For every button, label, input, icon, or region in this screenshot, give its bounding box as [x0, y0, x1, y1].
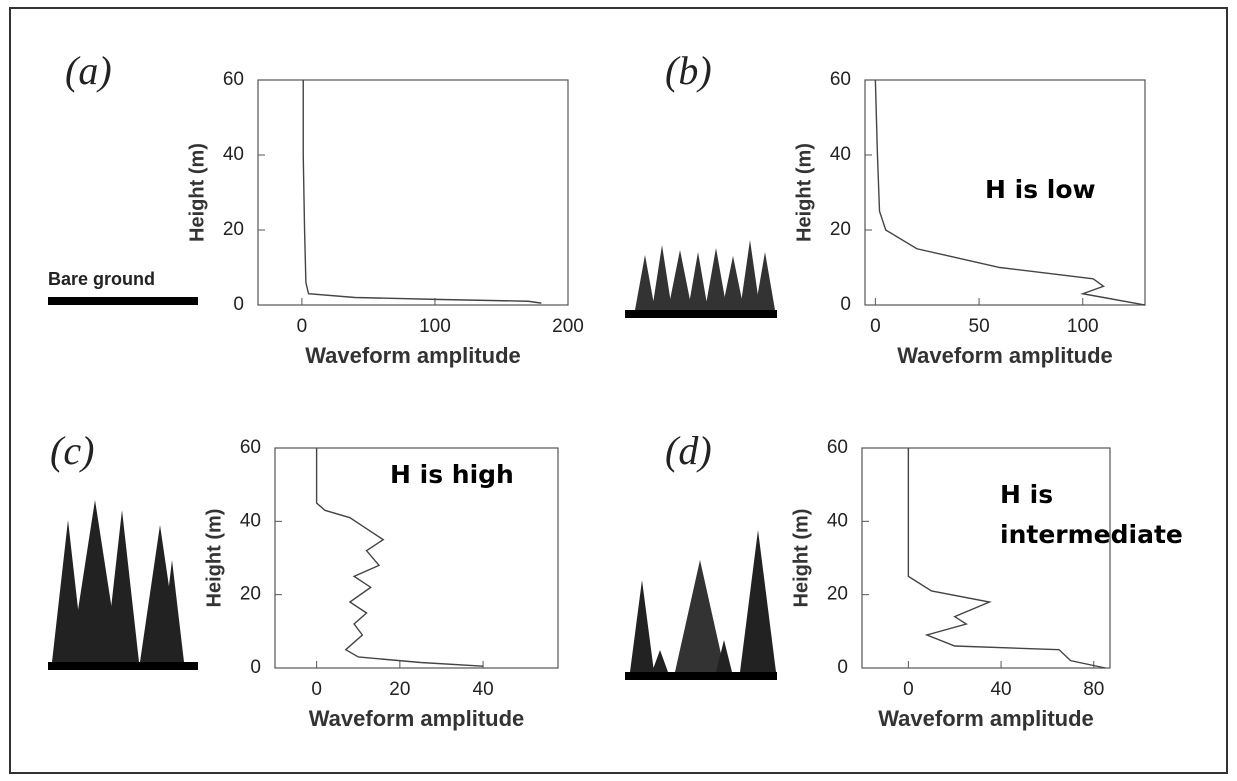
y-axis-label: Height (m): [203, 509, 225, 608]
x-tick-label: 50: [969, 316, 990, 337]
x-tick-label: 0: [870, 316, 881, 337]
annotation: H is high: [390, 460, 514, 489]
x-axis-label: Waveform amplitude: [878, 706, 1094, 731]
y-tick-label: 60: [827, 437, 848, 458]
waveform-line: [907, 448, 1106, 669]
x-tick-label: 200: [552, 316, 584, 337]
x-tick-label: 100: [419, 316, 451, 337]
waveform-line: [315, 448, 484, 667]
waveform-line: [302, 80, 542, 304]
y-tick-label: 20: [223, 219, 244, 240]
x-tick-label: 20: [389, 679, 410, 700]
panel-label: (c): [50, 428, 94, 473]
y-tick-label: 60: [240, 437, 261, 458]
plot-frame: [257, 79, 569, 306]
y-tick-label: 40: [830, 144, 851, 165]
panel-label: (b): [665, 48, 712, 93]
waveform-line: [874, 79, 1146, 306]
y-tick-label: 0: [250, 657, 261, 678]
plot-frame: [864, 79, 1146, 306]
frame: [9, 7, 1228, 774]
y-axis-label: Height (m): [793, 143, 815, 242]
y-tick-label: 40: [223, 144, 244, 165]
x-tick-label: 40: [473, 679, 494, 700]
y-tick-label: 20: [240, 584, 261, 605]
y-tick-label: 0: [233, 294, 244, 315]
x-tick-label: 80: [1083, 679, 1104, 700]
plot-frame: [274, 447, 559, 669]
trees-mixed: [630, 530, 776, 672]
x-tick-label: 0: [903, 679, 914, 700]
y-axis-label: Height (m): [790, 509, 812, 608]
y-tick-label: 60: [223, 69, 244, 90]
y-tick-label: 40: [827, 510, 848, 531]
ground: [625, 672, 777, 680]
y-axis-label: Height (m): [186, 143, 208, 242]
x-axis-label: Waveform amplitude: [897, 343, 1113, 368]
ground: [48, 662, 198, 670]
illustration-label: Bare ground: [48, 269, 155, 289]
panel-label: (d): [665, 428, 712, 473]
y-tick-label: 0: [840, 294, 851, 315]
plot-frame: [861, 447, 1111, 669]
x-axis-label: Waveform amplitude: [305, 343, 521, 368]
trees-low: [635, 240, 775, 310]
panel-label: (a): [65, 48, 112, 93]
y-tick-label: 0: [837, 657, 848, 678]
ground: [625, 310, 777, 318]
ground: [48, 297, 198, 305]
y-tick-label: 20: [827, 584, 848, 605]
y-tick-label: 40: [240, 510, 261, 531]
trees-tall: [52, 500, 184, 662]
x-tick-label: 100: [1067, 316, 1099, 337]
x-tick-label: 40: [990, 679, 1011, 700]
y-tick-label: 60: [830, 69, 851, 90]
annotation: H is intermediate: [1000, 480, 1183, 549]
x-axis-label: Waveform amplitude: [309, 706, 525, 731]
y-tick-label: 20: [830, 219, 851, 240]
x-tick-label: 0: [297, 316, 308, 337]
x-tick-label: 0: [311, 679, 322, 700]
annotation: H is low: [985, 175, 1096, 204]
